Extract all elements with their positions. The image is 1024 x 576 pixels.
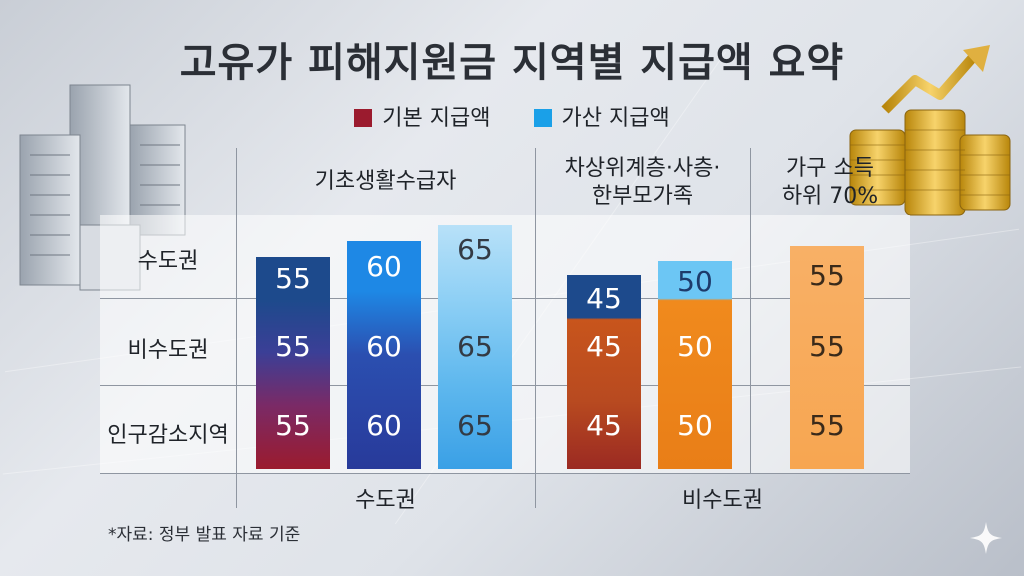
value-label: 50 — [677, 265, 713, 298]
header-basic-recipients: 기초생활수급자 — [314, 169, 457, 194]
grid-line-v3 — [750, 148, 751, 473]
value-label: 60 — [366, 330, 402, 363]
header-income-70: 가구 소득 하위 70% — [781, 156, 879, 209]
value-label: 55 — [275, 330, 311, 363]
value-label: 55 — [809, 259, 845, 292]
grid-line-v2 — [535, 148, 536, 508]
grid-line-h3 — [100, 473, 910, 474]
gold-coins-arrow-icon — [849, 45, 1011, 216]
chart-title: 고유가 피해지원금 지역별 지급액 요약 — [179, 40, 845, 86]
row-label-non-capital: 비수도권 — [127, 338, 209, 363]
sparkle-icon — [970, 522, 1002, 554]
legend-item-basic: 기본 지급액 — [354, 100, 491, 132]
group-label-capital: 수도권 — [355, 488, 416, 513]
value-label: 45 — [586, 409, 622, 442]
value-label: 65 — [457, 409, 493, 442]
row-label-depopulation: 인구감소지역 — [107, 423, 229, 448]
city-buildings-icon — [19, 84, 186, 291]
value-label: 55 — [809, 409, 845, 442]
header-near-poor: 차상위계층·사층· 한부모가족 — [564, 156, 721, 209]
legend-swatch-extra — [533, 109, 552, 127]
value-label: 55 — [275, 409, 311, 442]
value-label: 45 — [586, 282, 622, 315]
value-label: 60 — [366, 250, 402, 283]
value-label: 50 — [677, 409, 713, 442]
bar-basic-55 — [256, 257, 330, 469]
legend-swatch-basic — [354, 109, 373, 127]
row-label-capital: 수도권 — [137, 249, 199, 274]
bar-near-poor-45 — [567, 275, 641, 469]
value-label: 55 — [275, 262, 311, 295]
value-label: 65 — [457, 330, 493, 363]
bar-near-poor-50 — [658, 261, 732, 469]
legend-item-extra: 가산 지급액 — [533, 100, 670, 132]
legend: 기본 지급액 가산 지급액 — [0, 100, 1024, 132]
value-label: 50 — [677, 330, 713, 363]
source-note: *자료: 정부 발표 자료 기준 — [108, 525, 301, 545]
value-label: 60 — [366, 409, 402, 442]
bar-basic-65 — [438, 225, 512, 469]
group-label-non-capital: 비수도권 — [682, 488, 763, 513]
bar-income-55 — [790, 246, 864, 469]
legend-label-extra: 가산 지급액 — [561, 106, 670, 131]
value-label: 45 — [586, 330, 622, 363]
grid-line-v1 — [236, 148, 237, 508]
legend-label-basic: 기본 지급액 — [382, 106, 491, 131]
bar-basic-60 — [347, 241, 421, 469]
value-label: 55 — [809, 330, 845, 363]
value-label: 65 — [457, 233, 493, 266]
